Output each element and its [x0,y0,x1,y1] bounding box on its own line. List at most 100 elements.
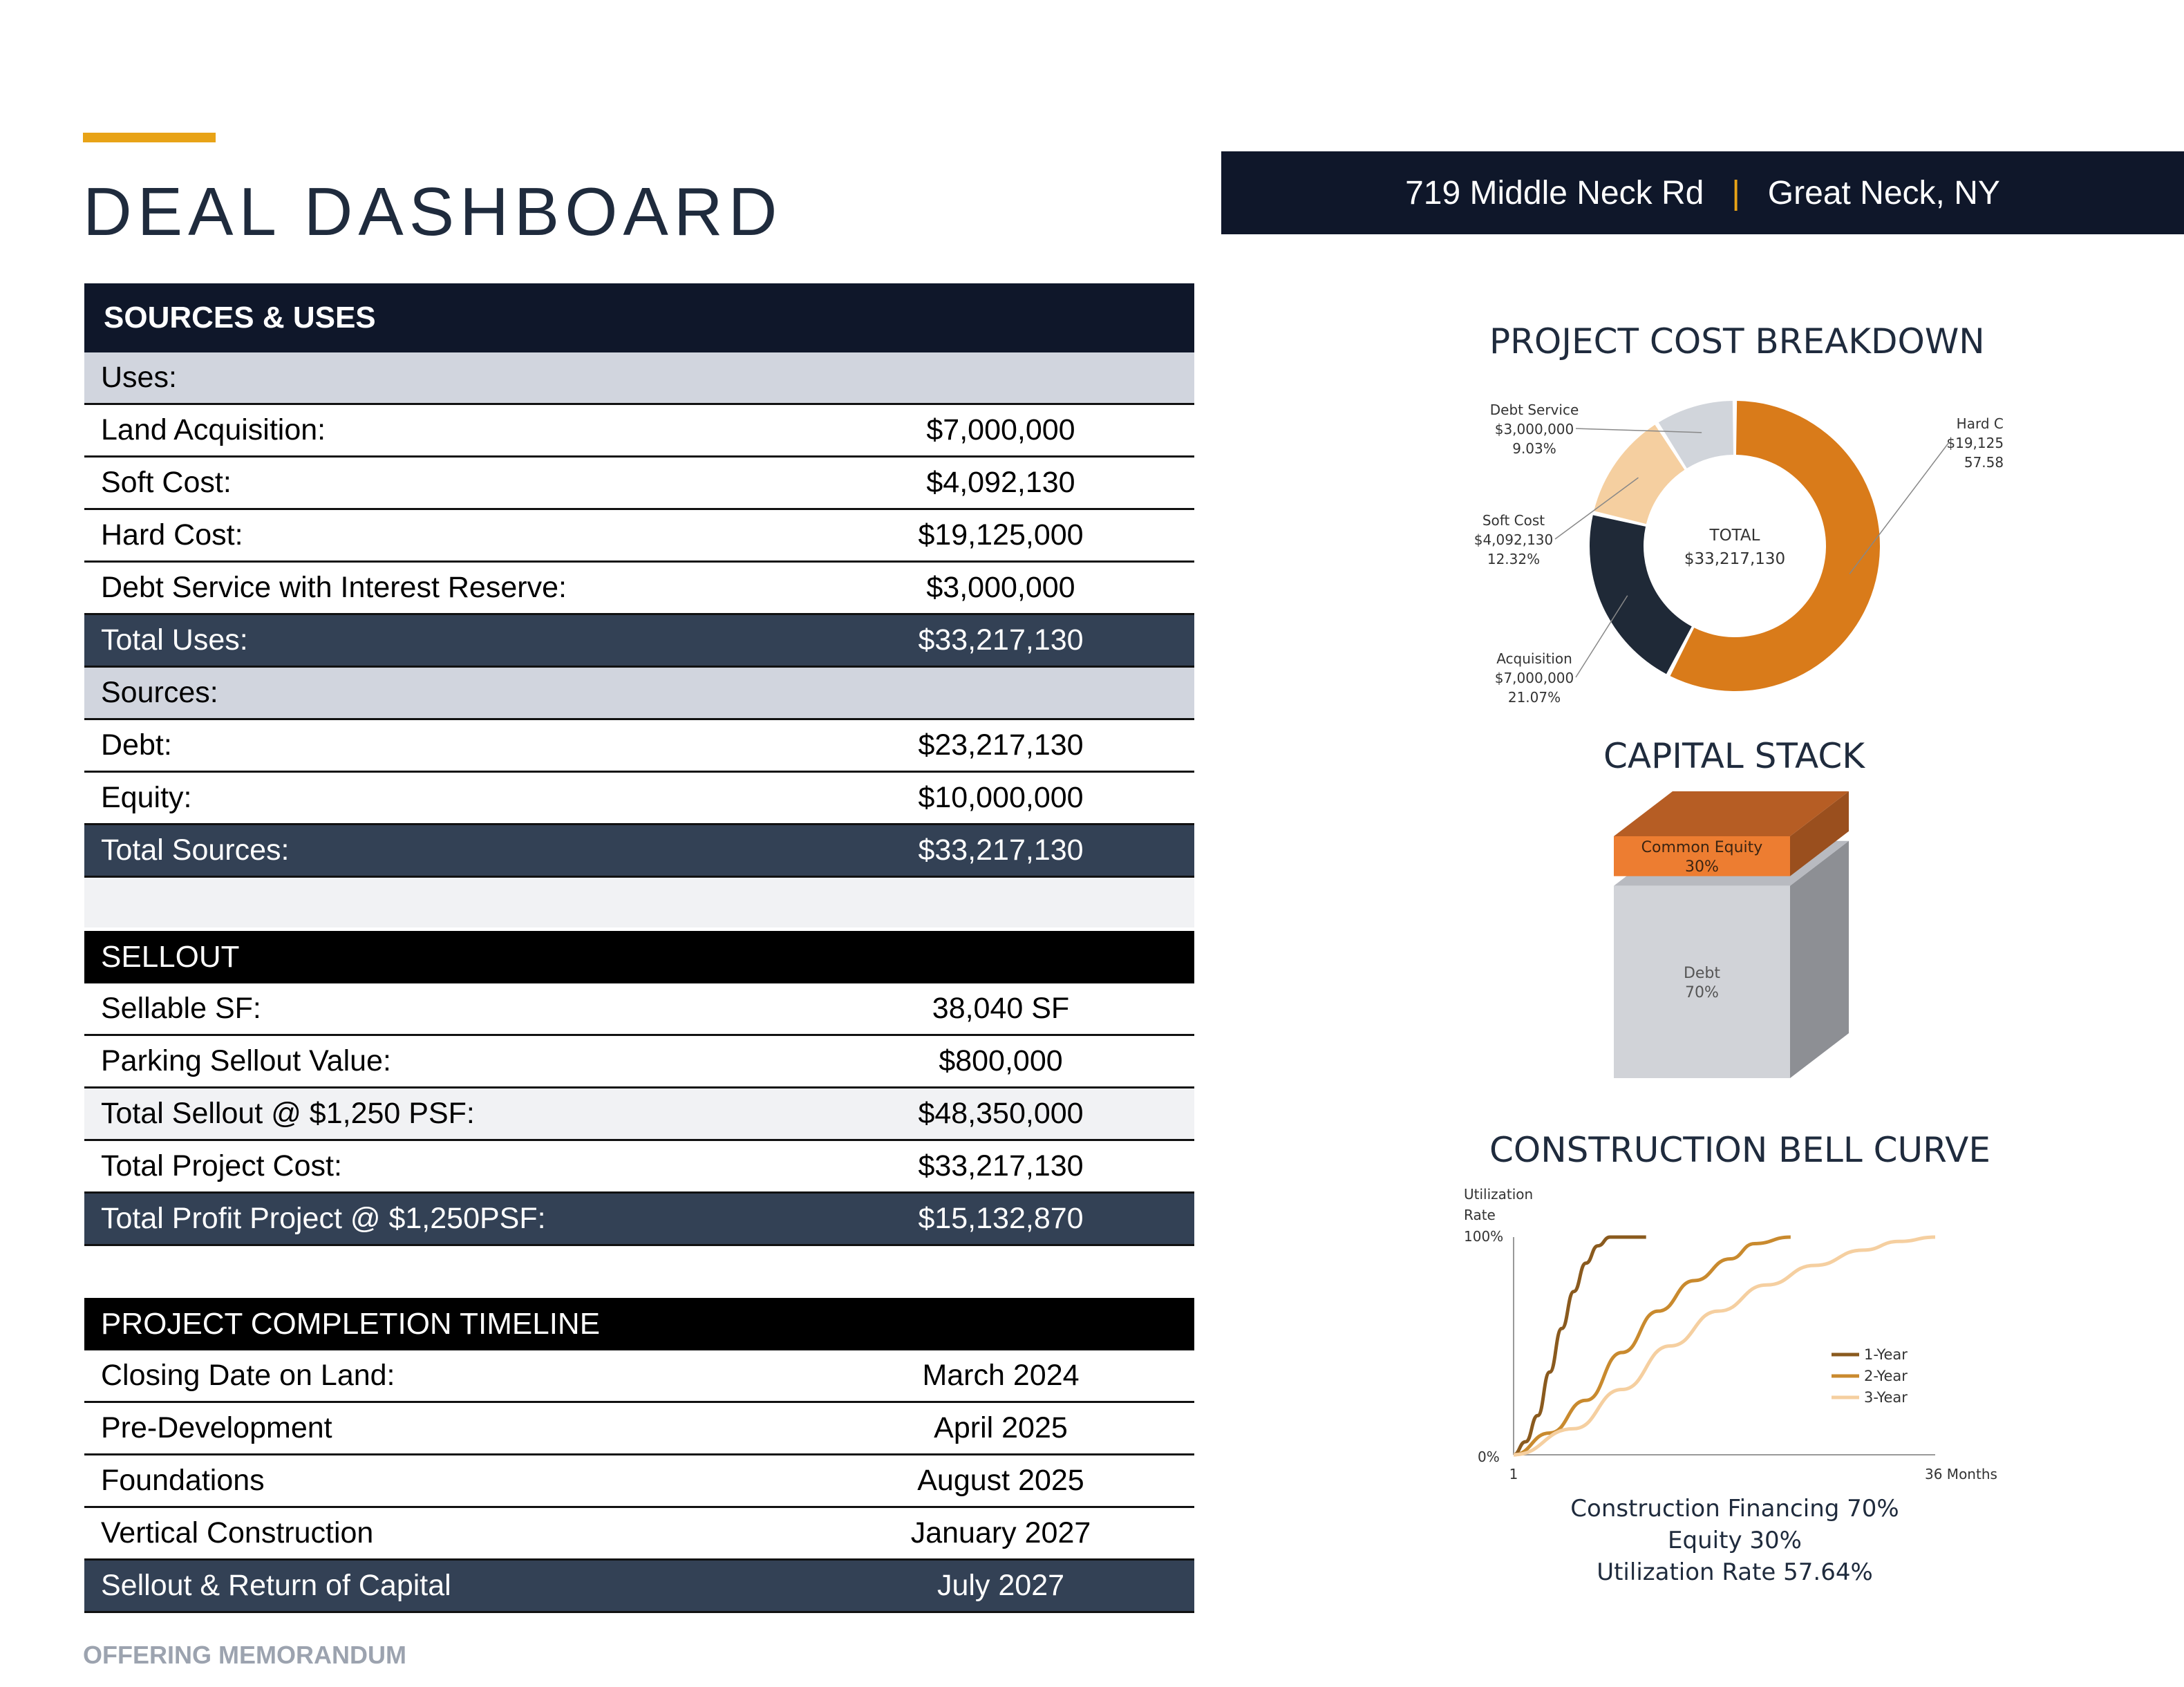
pie-leader-line [1575,595,1628,678]
equity-label: Common Equity [1641,839,1763,856]
row-label: Sellable SF: [101,992,261,1025]
pie-leader-line [1849,442,1950,574]
debt-block-side [1790,840,1849,1078]
table-spacer [84,878,1194,927]
pie-slice-soft-cost [1594,424,1685,525]
equity-block-top [1614,791,1849,836]
row-label: Total Project Cost: [101,1149,342,1182]
pie-label: Hard Cost $19,125,000 57.58% [1946,415,2004,471]
table-row: Equity: $10,000,000 [84,773,1194,825]
table-row: Hard Cost: $19,125,000 [84,510,1194,563]
note-financing: Construction Financing 70% [1570,1495,1899,1523]
bell-curve-notes: Construction Financing 70% Equity 30% Ut… [1486,1493,1984,1588]
sellout-header: SELLOUT [84,931,1194,983]
row-label: Total Sources: [101,833,290,867]
note-equity: Equity 30% [1668,1527,1802,1554]
pie-slice-debt-service [1658,401,1734,469]
row-label: Closing Date on Land: [101,1359,395,1392]
table-row: Parking Sellout Value: $800,000 [84,1036,1194,1088]
debt-percent: 70% [1685,984,1719,1001]
page-title: DEAL DASHBOARD [83,173,783,249]
row-label: Total Uses: [101,623,248,657]
y-tick-top: 100% [1464,1228,1503,1245]
row-value: 38,040 SF [932,992,1070,1025]
y-tick-bottom: 0% [1478,1449,1500,1465]
bell-curve-chart: Utilization Rate 100% 0% 1 36 Months 1-Year 2-Y… [1464,1186,1997,1482]
x-tick-start: 1 [1509,1466,1518,1482]
row-value: $23,217,130 [918,728,1084,762]
pie-label-percent: 12.32% [1487,551,1540,567]
sources-uses-table: SOURCES & USES Uses: Land Acquisition: $7… [84,283,1194,927]
accent-bar [83,133,216,142]
debt-label: Debt [1684,965,1720,982]
table-row: Closing Date on Land: March 2024 [84,1350,1194,1403]
row-label: Hard Cost: [101,518,243,552]
pie-label-percent: 21.07% [1508,689,1561,706]
row-value: August 2025 [917,1464,1084,1497]
address-city: Great Neck, NY [1767,174,2000,211]
table-row: Total Project Cost: $33,217,130 [84,1141,1194,1194]
total-uses-row: Total Uses: $33,217,130 [84,615,1194,668]
sources-group-row: Sources: [84,668,1194,720]
series-line-3-year [1513,1235,1936,1457]
table-row: Vertical Construction January 2027 [84,1508,1194,1561]
address-street: 719 Middle Neck Rd [1405,174,1704,211]
row-value: January 2027 [910,1516,1091,1549]
address-separator: | [1731,174,1740,211]
y-axis-label: Utilization [1464,1186,1533,1203]
table-row: Sellable SF: 38,040 SF [84,983,1194,1036]
x-tick-end: 36 Months [1925,1466,1997,1482]
table-row: Soft Cost: $4,092,130 [84,458,1194,510]
timeline-header: PROJECT COMPLETION TIMELINE [84,1298,1194,1350]
row-label: Foundations [101,1464,265,1497]
series-line-1-year [1513,1235,1646,1457]
row-label: Soft Cost: [101,466,232,499]
cost-breakdown-chart: Hard Cost $19,125,000 57.58% Acquisition $7,… [1474,401,2004,706]
row-value: $33,217,130 [918,1149,1084,1182]
pie-label-name: Hard Cost [1957,415,2004,432]
pie-label-name: Soft Cost [1482,512,1545,529]
row-value: $3,000,000 [926,571,1075,604]
row-label: Equity: [101,781,192,814]
pie-label-amount: $4,092,130 [1474,531,1554,548]
equity-percent: 30% [1685,858,1719,876]
pie-label: Soft Cost $4,092,130 12.32% [1474,512,1554,567]
pie-label-percent: 9.03% [1512,440,1556,457]
stack-chart-title: CAPITAL STACK [1603,736,1865,776]
total-sources-row: Total Sources: $33,217,130 [84,825,1194,878]
sources-group-label: Sources: [101,676,218,709]
row-value: April 2025 [934,1411,1068,1444]
pie-label: Debt Service $3,000,000 9.03% [1490,402,1579,457]
row-value: July 2027 [936,1569,1065,1602]
table-row: Debt Service with Interest Reserve: $3,00… [84,563,1194,615]
footer-label: OFFERING MEMORANDUM [83,1641,406,1669]
capital-stack-chart: Debt 70% Common Equity 30% [1614,791,1849,1078]
sellout-table: SELLOUT Sellable SF: 38,040 SF Parking Se… [84,931,1194,1246]
row-label: Total Sellout @ $1,250 PSF: [101,1097,475,1130]
row-label: Debt Service with Interest Reserve: [101,571,567,604]
equity-block-side [1790,791,1849,876]
row-value: $800,000 [939,1044,1063,1077]
note-utilization: Utilization Rate 57.64% [1597,1558,1873,1586]
row-value: $7,000,000 [926,413,1075,446]
row-value: $15,132,870 [918,1202,1084,1235]
row-value: $33,217,130 [918,833,1084,867]
row-value: $10,000,000 [918,781,1084,814]
pie-label-amount: $19,125,000 [1946,435,2004,451]
line-chart-title: CONSTRUCTION BELL CURVE [1489,1130,1990,1170]
legend-label: 1-Year [1864,1346,1908,1363]
pie-label: Acquisition $7,000,000 21.07% [1495,650,1574,706]
table-row: Pre-Development April 2025 [84,1403,1194,1455]
row-value: $19,125,000 [918,518,1084,552]
table-row: Foundations August 2025 [84,1455,1194,1508]
table-row: Total Sellout @ $1,250 PSF: $48,350,000 [84,1088,1194,1141]
row-label: Sellout & Return of Capital [101,1569,451,1602]
pie-slice-hard-cost [1670,401,1880,691]
timeline-table: PROJECT COMPLETION TIMELINE Closing Date… [84,1298,1194,1613]
y-axis-label: Rate [1464,1207,1496,1223]
row-value: March 2024 [922,1359,1080,1392]
row-label: Total Profit Project @ $1,250PSF: [101,1202,546,1235]
row-label: Parking Sellout Value: [101,1044,391,1077]
address-banner: 719 Middle Neck Rd | Great Neck, NY [1221,151,2184,234]
table-row: Debt: $23,217,130 [84,720,1194,773]
